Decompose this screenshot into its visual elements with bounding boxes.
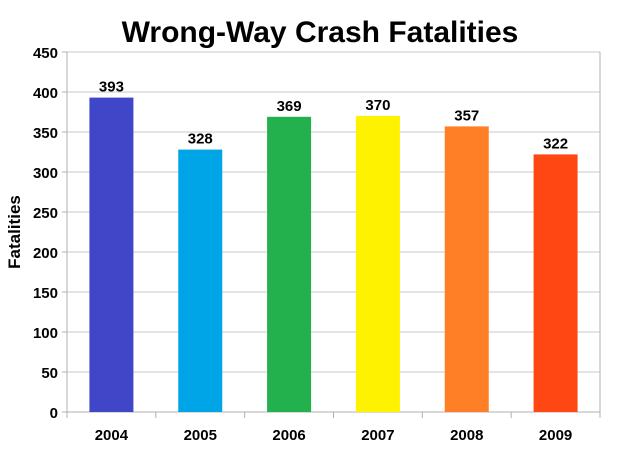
x-tick-label: 2007: [361, 427, 394, 444]
data-label: 322: [543, 135, 568, 152]
data-label: 370: [365, 97, 390, 114]
y-tick-label: 100: [33, 325, 58, 342]
y-axis-label: Fatalities: [5, 195, 24, 269]
bar-2005: [178, 149, 223, 412]
bar-2009: [533, 154, 578, 412]
x-tick-label: 2005: [184, 427, 217, 444]
bar-2007: [355, 116, 400, 412]
data-label: 369: [277, 98, 302, 115]
y-tick-label: 0: [50, 405, 58, 422]
x-tick-label: 2009: [539, 427, 572, 444]
data-label: 357: [454, 107, 479, 124]
bar-2008: [444, 126, 489, 413]
data-label: 328: [188, 131, 213, 148]
y-tick-label: 50: [41, 365, 58, 382]
y-tick-label: 300: [33, 165, 58, 182]
y-tick-label: 250: [33, 205, 58, 222]
x-tick-label: 2008: [450, 427, 483, 444]
bar-2006: [267, 116, 312, 413]
chart-title: Wrong-Way Crash Fatalities: [122, 16, 519, 49]
y-tick-label: 450: [33, 45, 58, 62]
y-tick-label: 400: [33, 85, 58, 102]
y-tick-label: 150: [33, 285, 58, 302]
y-tick-label: 350: [33, 125, 58, 142]
x-tick-label: 2006: [272, 427, 305, 444]
data-label: 393: [99, 79, 124, 96]
y-tick-label: 200: [33, 245, 58, 262]
bar-2004: [89, 97, 134, 412]
x-tick-label: 2004: [95, 427, 129, 444]
